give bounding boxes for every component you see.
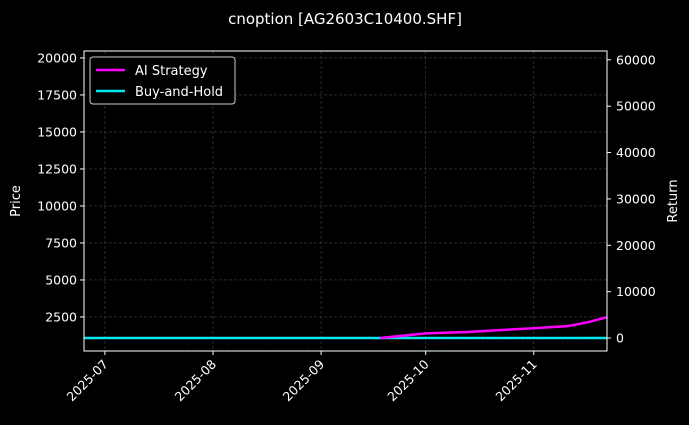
y-tick-label-left: 2500 [45,309,77,324]
y-tick-label-left: 15000 [37,124,77,139]
x-tick-label: 2025-11 [492,357,540,405]
y-tick-label-right: 30000 [616,191,656,206]
y-tick-label-left: 20000 [37,50,77,65]
y-tick-label-left: 17500 [37,87,77,102]
plot-frame [83,50,608,352]
grid [84,51,607,351]
y-tick-label-left: 5000 [45,272,77,287]
y-tick-label-right: 10000 [616,284,656,299]
y-axis-label-left: Price [9,185,24,217]
y-tick-label-right: 60000 [616,52,656,67]
x-tick-label: 2025-10 [384,356,432,404]
y-tick-label-right: 0 [616,331,624,346]
chart-title: cnoption [AG2603C10400.SHF] [228,10,462,28]
legend-label-ai: AI Strategy [135,64,208,79]
legend: AI Strategy Buy-and-Hold [89,56,236,105]
legend-box [89,56,236,105]
y-tick-label-left: 12500 [37,161,77,176]
x-tick-label: 2025-09 [280,356,328,404]
y-axis-label-right: Return [666,179,681,222]
legend-label-bh: Buy-and-Hold [135,85,223,100]
x-tick-label: 2025-08 [172,356,220,404]
series-layer [84,315,608,351]
ai-strategy-line [380,315,608,340]
y-tick-label-right: 50000 [616,99,656,114]
price-line [87,340,583,351]
y-tick-label-left: 7500 [45,235,77,250]
x-tick-label: 2025-07 [63,357,111,405]
y-tick-label-left: 10000 [37,198,77,213]
y-tick-label-right: 20000 [616,238,656,253]
y-tick-label-right: 40000 [616,145,656,160]
